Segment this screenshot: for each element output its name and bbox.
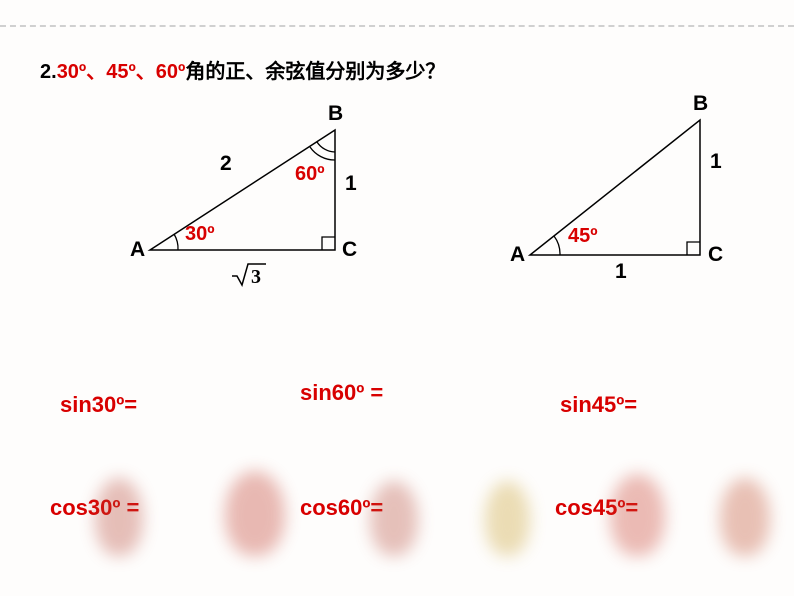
eq-sin45: sin45º= bbox=[560, 392, 637, 418]
tri1-shape bbox=[150, 130, 335, 250]
tri1-angle-b-arc1 bbox=[317, 142, 335, 152]
blob bbox=[610, 474, 665, 556]
tri2-angle-a-arc bbox=[554, 236, 560, 255]
tri1-opp: 1 bbox=[345, 172, 357, 196]
tri1-angle-a-arc bbox=[174, 234, 178, 250]
eq-sin60: sin60º = bbox=[300, 380, 383, 406]
blob bbox=[225, 471, 285, 556]
tri2-vA: A bbox=[510, 243, 525, 267]
tri2-opp: 1 bbox=[710, 150, 722, 174]
tri1-angle-a: 30º bbox=[185, 223, 215, 246]
eq-sin30: sin30º= bbox=[60, 392, 137, 418]
tri2-adj: 1 bbox=[615, 260, 627, 284]
tri2-angle-a: 45º bbox=[568, 225, 598, 248]
svg-text:3: 3 bbox=[251, 266, 261, 288]
q-angles: 30º、45º、60º bbox=[57, 61, 186, 83]
tri1-vA: A bbox=[130, 238, 145, 262]
q-prefix: 2. bbox=[40, 61, 57, 83]
question-text: 2.30º、45º、60º角的正、余弦值分别为多少？ bbox=[40, 55, 445, 84]
tri1-hyp: 2 bbox=[220, 152, 232, 176]
q-suffix: 角的正、余弦值分别为多少？ bbox=[185, 61, 445, 83]
triangle-45: A B C 1 1 45º bbox=[510, 100, 740, 300]
tri2-vC: C bbox=[708, 243, 723, 267]
tri2-vB: B bbox=[693, 92, 708, 116]
blob bbox=[95, 478, 143, 556]
tri1-angle-b: 60º bbox=[295, 165, 335, 184]
tri1-angle-b-arc2 bbox=[310, 147, 335, 160]
blob bbox=[485, 481, 530, 556]
tri2-right-angle bbox=[687, 242, 700, 255]
tri1-adj: 3 bbox=[230, 260, 270, 295]
tri1-vC: C bbox=[342, 238, 357, 262]
blob bbox=[720, 478, 770, 556]
tri1-right-angle bbox=[322, 237, 335, 250]
sqrt3-icon: 3 bbox=[230, 260, 270, 290]
triangle-30-60: A B C 2 1 3 30º 60º bbox=[120, 110, 400, 310]
tri1-vB: B bbox=[328, 102, 343, 126]
tri2-shape bbox=[530, 120, 700, 255]
blob bbox=[370, 481, 418, 556]
page-divider bbox=[0, 25, 794, 27]
